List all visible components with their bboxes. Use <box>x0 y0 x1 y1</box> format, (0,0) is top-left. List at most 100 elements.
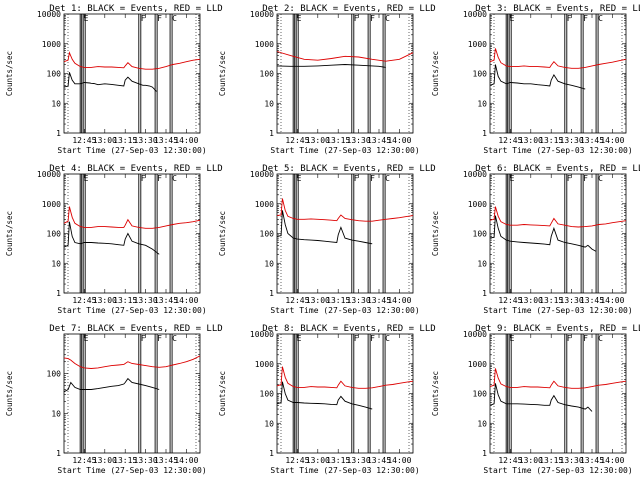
x-tick-label: 13:15 <box>539 456 563 465</box>
y-tick-label: 1000 <box>255 200 274 209</box>
y-tick-label: 1000 <box>468 200 487 209</box>
event-marker-label: F <box>370 14 375 23</box>
event-marker-label: E <box>510 174 515 183</box>
y-tick-label: 1 <box>56 289 61 298</box>
x-tick-label: 14:00 <box>174 296 198 305</box>
x-tick-label: 13:30 <box>560 456 584 465</box>
event-marker-label: C <box>172 14 177 23</box>
x-tick-label: 12:45 <box>285 296 309 305</box>
x-tick-label: 13:45 <box>154 456 178 465</box>
events-series-line <box>276 381 373 410</box>
plot-frame <box>489 173 627 294</box>
event-marker-label: E <box>297 174 302 183</box>
lld-series-line <box>276 51 414 62</box>
x-tick-label: 13:45 <box>580 136 604 145</box>
event-marker-label: E <box>84 334 89 343</box>
y-tick-label: 10 <box>51 409 61 418</box>
x-tick-label: 14:00 <box>174 456 198 465</box>
y-tick-label: 10000 <box>250 170 274 179</box>
y-axis-label: Counts/sec <box>218 211 227 256</box>
y-tick-label: 1000 <box>468 360 487 369</box>
event-marker-label: F <box>157 14 162 23</box>
events-series-line <box>489 215 597 252</box>
chart-title: Det 3: BLACK = Events, RED = LLD <box>475 4 640 14</box>
event-marker-label: C <box>385 14 390 23</box>
event-marker-label: F <box>583 334 588 343</box>
chart-svg: Det 8: BLACK = Events, RED = LLD 1 10 100 10… <box>218 324 436 475</box>
x-tick-label: 13:00 <box>93 456 117 465</box>
y-tick-label: 10 <box>264 259 274 268</box>
detector-panel: Det 2: BLACK = Events, RED = LLD 1 10 100 10… <box>213 0 436 160</box>
x-tick-label: 13:00 <box>519 296 543 305</box>
chart-title: Det 2: BLACK = Events, RED = LLD <box>262 4 435 14</box>
x-tick-label: 14:00 <box>174 136 198 145</box>
event-marker-label: F <box>567 14 572 23</box>
x-axis-label: Start Time (27-Sep-03 12:30:00) <box>57 306 206 315</box>
x-tick-label: 14:00 <box>600 136 624 145</box>
x-axis-label: Start Time (27-Sep-03 12:30:00) <box>483 466 632 475</box>
y-tick-label: 100 <box>47 230 62 239</box>
event-marker-label: F <box>354 174 359 183</box>
x-tick-label: 13:00 <box>306 296 330 305</box>
events-series-line <box>276 210 373 245</box>
events-series-line <box>63 377 160 393</box>
chart-title: Det 9: BLACK = Events, RED = LLD <box>475 324 640 334</box>
y-tick-label: 10 <box>477 259 487 268</box>
chart-svg: Det 3: BLACK = Events, RED = LLD 1 10 100 10… <box>431 4 640 155</box>
y-tick-label: 1000 <box>468 40 487 49</box>
event-marker-label: E <box>510 14 515 23</box>
x-tick-label: 14:00 <box>600 296 624 305</box>
lld-series-line <box>63 51 201 70</box>
x-tick-label: 13:15 <box>113 296 137 305</box>
y-tick-label: 100 <box>473 390 488 399</box>
y-axis-label: Counts/sec <box>5 211 14 256</box>
y-tick-label: 10000 <box>37 170 61 179</box>
event-marker-label: F <box>370 174 375 183</box>
x-tick-label: 13:45 <box>580 296 604 305</box>
event-marker-label: F <box>141 174 146 183</box>
y-tick-label: 10000 <box>463 10 487 19</box>
events-series-line <box>489 383 593 412</box>
x-tick-label: 13:00 <box>93 296 117 305</box>
event-marker-label: F <box>583 174 588 183</box>
event-marker-label: F <box>157 334 162 343</box>
y-tick-label: 1 <box>482 129 487 138</box>
x-tick-label: 12:45 <box>498 136 522 145</box>
x-tick-label: 12:45 <box>285 136 309 145</box>
y-axis-label: Counts/sec <box>431 51 440 96</box>
event-marker-label: F <box>370 334 375 343</box>
chart-title: Det 4: BLACK = Events, RED = LLD <box>49 164 222 174</box>
chart-title: Det 5: BLACK = Events, RED = LLD <box>262 164 435 174</box>
y-tick-label: 10000 <box>463 330 487 339</box>
x-tick-label: 13:00 <box>519 136 543 145</box>
event-marker-label: C <box>385 174 390 183</box>
x-tick-label: 12:45 <box>72 296 96 305</box>
y-tick-label: 1000 <box>42 40 61 49</box>
x-tick-label: 13:30 <box>347 296 371 305</box>
y-tick-label: 1 <box>269 449 274 458</box>
plot-frame <box>276 173 414 294</box>
y-tick-label: 1000 <box>255 40 274 49</box>
detector-panel: Det 8: BLACK = Events, RED = LLD 1 10 100 10… <box>213 320 436 480</box>
x-tick-label: 13:45 <box>367 136 391 145</box>
event-marker-label: F <box>567 174 572 183</box>
x-tick-label: 13:15 <box>326 136 350 145</box>
x-tick-label: 12:45 <box>498 296 522 305</box>
lld-series-line <box>63 355 201 369</box>
y-tick-label: 1 <box>482 449 487 458</box>
event-marker-label: F <box>141 14 146 23</box>
y-tick-label: 10 <box>477 419 487 428</box>
x-tick-label: 13:00 <box>306 456 330 465</box>
detector-panel: Det 3: BLACK = Events, RED = LLD 1 10 100 10… <box>426 0 640 160</box>
x-tick-label: 13:15 <box>539 136 563 145</box>
y-tick-label: 10 <box>51 99 61 108</box>
chart-svg: Det 5: BLACK = Events, RED = LLD 1 10 100 10… <box>218 164 436 315</box>
x-axis-label: Start Time (27-Sep-03 12:30:00) <box>270 466 419 475</box>
event-marker-label: C <box>598 334 603 343</box>
x-tick-label: 13:15 <box>113 136 137 145</box>
y-tick-label: 10 <box>51 259 61 268</box>
chart-svg: Det 1: BLACK = Events, RED = LLD 1 10 100 10… <box>5 4 223 155</box>
x-tick-label: 13:00 <box>93 136 117 145</box>
lld-series-line <box>276 366 414 389</box>
x-tick-label: 13:30 <box>134 456 158 465</box>
